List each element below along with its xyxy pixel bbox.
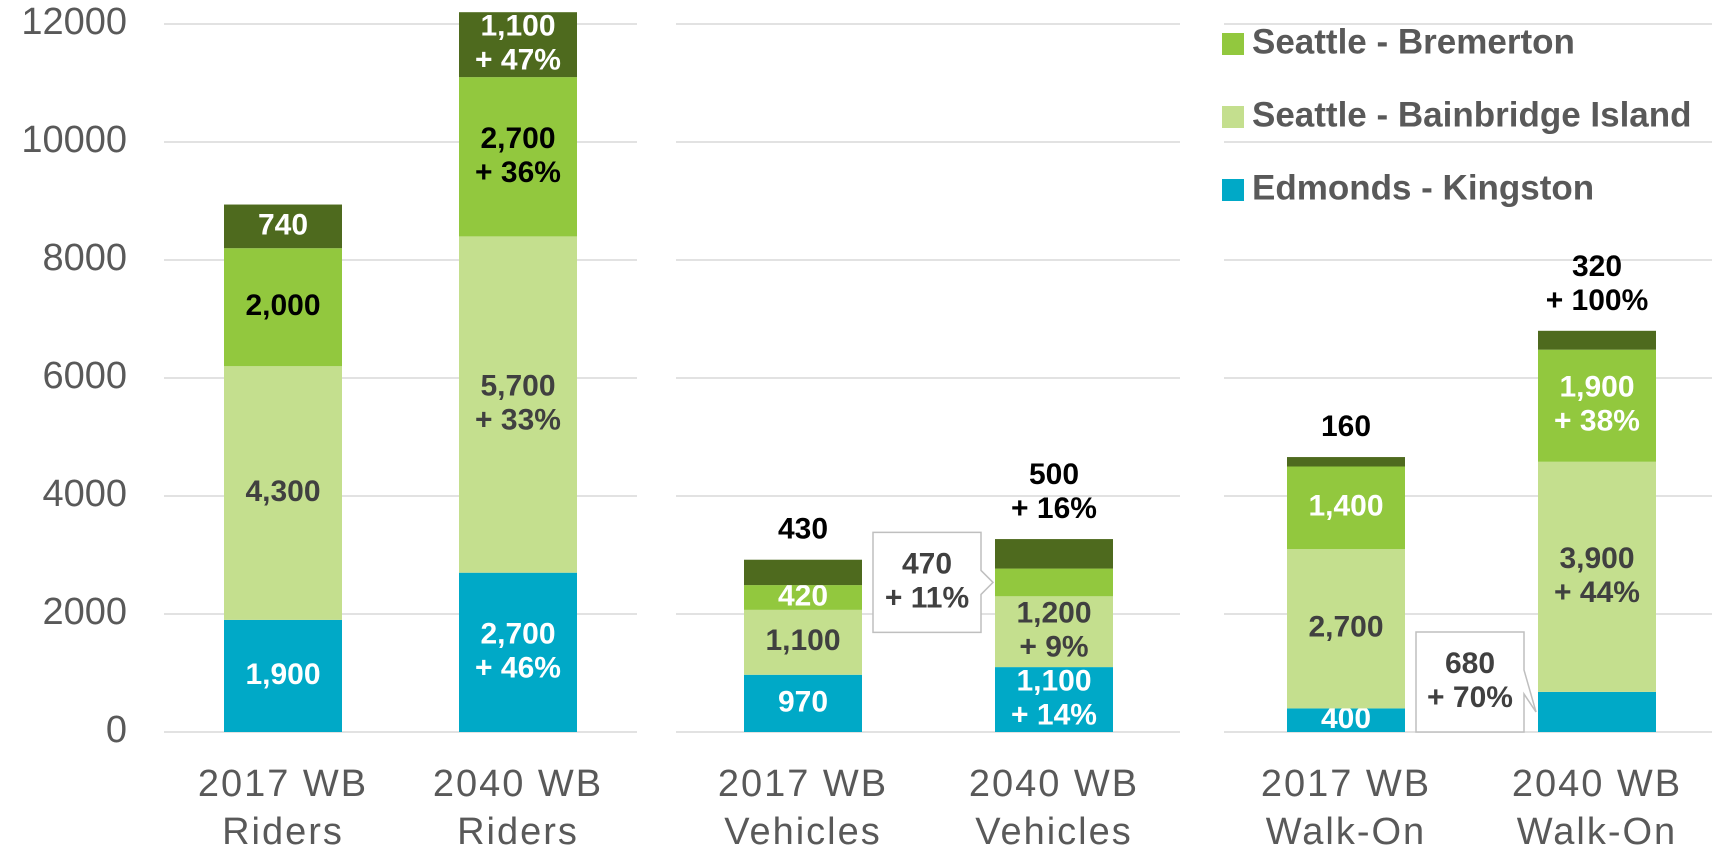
legend-swatch — [1222, 179, 1244, 201]
bar-segment — [459, 12, 577, 78]
bar-segment — [459, 236, 577, 573]
value-label: 3,900 + 44% — [1554, 542, 1640, 609]
value-label: 970 — [778, 685, 828, 718]
value-label: 1,400 — [1308, 490, 1383, 523]
value-label: 500 + 16% — [1011, 458, 1097, 525]
value-label: 2,000 — [245, 289, 320, 322]
bar-segment — [224, 248, 342, 367]
value-label: 1,100 + 47% — [475, 10, 561, 77]
bar-segment — [1287, 466, 1405, 550]
bar-segment — [224, 204, 342, 249]
value-label: 1,100 + 14% — [1011, 664, 1097, 731]
y-tick-label: 6000 — [42, 355, 127, 397]
value-label: 1,200 + 9% — [1016, 597, 1091, 664]
bar-segment — [995, 539, 1113, 569]
x-tick-label: 2040 WB Vehicles — [969, 763, 1139, 850]
bar-segment — [1538, 349, 1656, 462]
x-tick-label: 2017 WB Walk-On — [1261, 763, 1431, 850]
y-tick-label: 2000 — [42, 591, 127, 633]
bar-segment — [995, 568, 1113, 597]
bar-segment — [459, 572, 577, 732]
x-tick-label: 2040 WB Riders — [433, 763, 603, 850]
value-label: 2,700 + 46% — [475, 617, 561, 684]
bar-segment — [995, 667, 1113, 732]
bar-segment — [1538, 461, 1656, 692]
y-tick-label: 0 — [106, 709, 127, 751]
value-label: 160 — [1321, 410, 1371, 443]
bar-segment — [744, 674, 862, 732]
legend-swatch — [1222, 33, 1244, 55]
legend-swatch — [1222, 106, 1244, 128]
bar-segment — [744, 609, 862, 675]
x-tick-label: 2040 WB Walk-On — [1512, 763, 1682, 850]
bar-segment — [1287, 457, 1405, 467]
value-label: 740 — [258, 208, 308, 241]
bar-segment — [1287, 708, 1405, 732]
value-label: 2,700 — [1308, 611, 1383, 644]
bar-segment — [1538, 330, 1656, 350]
legend-label: Edmonds - Kingston — [1252, 168, 1594, 207]
bar-segment — [744, 585, 862, 610]
y-tick-label: 4000 — [42, 473, 127, 515]
value-label: 320 + 100% — [1546, 250, 1649, 317]
legend-label: Seattle - Bainbridge Island — [1252, 95, 1692, 134]
y-tick-label: 10000 — [21, 119, 127, 161]
legend-label: Seattle - Bremerton — [1252, 22, 1575, 61]
value-label: 680 + 70% — [1427, 647, 1513, 714]
value-label: 5,700 + 33% — [475, 369, 561, 436]
bar-segment — [224, 366, 342, 620]
value-label: 2,700 + 36% — [475, 122, 561, 189]
bar-segment — [995, 596, 1113, 668]
bar-segment — [744, 559, 862, 586]
callout-box — [872, 531, 995, 634]
value-label: 1,100 — [765, 624, 840, 657]
value-label: 4,300 — [245, 475, 320, 508]
bar-segment — [1538, 691, 1656, 732]
value-label: 1,900 + 38% — [1554, 371, 1640, 438]
callout-box — [1415, 631, 1537, 733]
bar-segment — [1287, 549, 1405, 709]
value-label: 470 + 11% — [885, 547, 969, 614]
bar-segment — [224, 619, 342, 732]
value-label: 430 — [778, 513, 828, 546]
x-tick-label: 2017 WB Riders — [198, 763, 368, 850]
value-label: 1,900 — [245, 658, 320, 691]
bar-segment — [459, 77, 577, 237]
y-tick-label: 12000 — [21, 1, 127, 43]
y-tick-label: 8000 — [42, 237, 127, 279]
x-tick-label: 2017 WB Vehicles — [718, 763, 888, 850]
